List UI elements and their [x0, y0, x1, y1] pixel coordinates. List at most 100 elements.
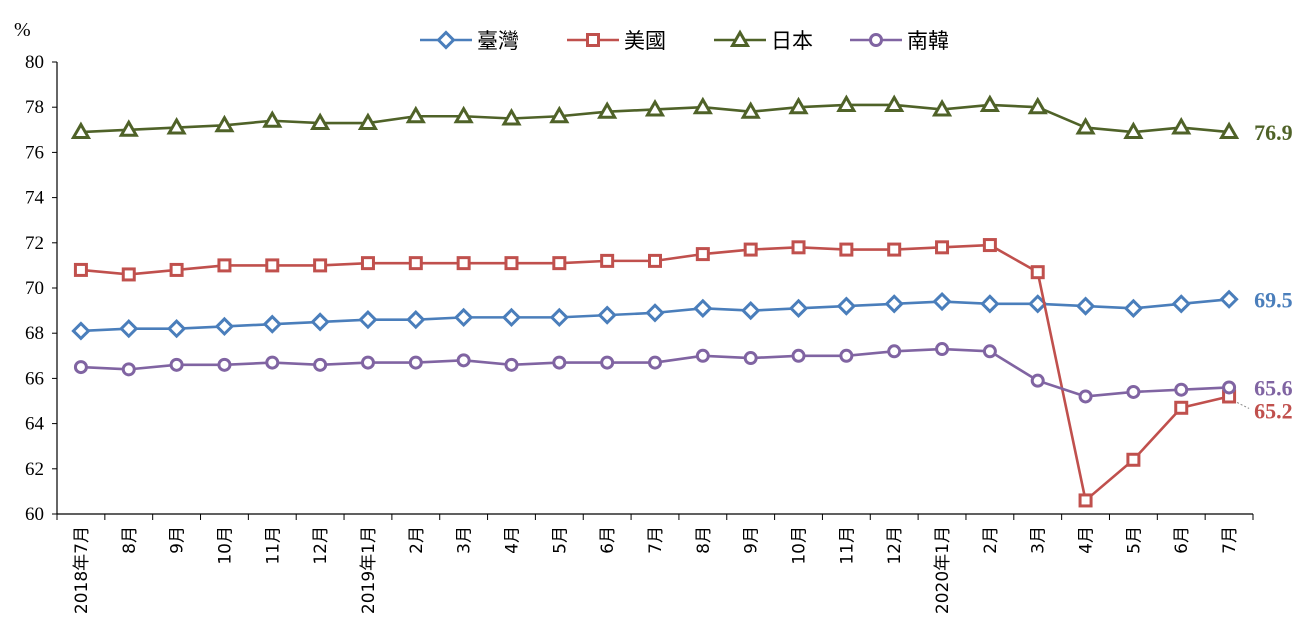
data-point [982, 238, 997, 253]
leader-line [1236, 402, 1250, 409]
x-tick-label: 2月 [407, 526, 427, 554]
data-point [121, 267, 136, 282]
legend-label: 美國 [624, 29, 666, 53]
y-tick-label: 72 [25, 233, 44, 254]
data-point [645, 303, 665, 323]
data-point [310, 112, 331, 131]
x-tick-label: 10月 [790, 526, 810, 565]
x-tick-label: 11月 [263, 526, 283, 565]
data-point [887, 344, 902, 359]
series-triangle [70, 94, 1240, 140]
x-tick-label: 2018年7月 [72, 526, 92, 614]
data-point [695, 247, 710, 262]
series-line [80, 243, 1230, 502]
legend: 臺灣 美國 日本 南韓 [420, 29, 949, 53]
data-point [166, 117, 187, 135]
data-point [600, 355, 615, 370]
data-point [597, 101, 618, 119]
data-point [166, 319, 187, 339]
data-point [169, 357, 184, 372]
data-point [214, 114, 235, 133]
legend-marker [729, 29, 751, 47]
data-point [836, 94, 857, 112]
x-tick-label: 12月 [885, 526, 905, 565]
data-point [740, 101, 761, 119]
x-tick-label: 3月 [455, 526, 475, 554]
y-unit-label: % [14, 19, 31, 41]
data-point [357, 112, 379, 131]
data-point [884, 294, 904, 314]
data-point [313, 258, 328, 273]
data-point [1030, 373, 1045, 388]
data-point [549, 105, 570, 124]
data-point [70, 121, 92, 140]
x-tick-label: 5月 [1124, 526, 1144, 554]
x-tick-label: 4月 [1077, 526, 1097, 554]
data-point [791, 240, 806, 255]
data-point [935, 240, 950, 255]
data-point [1222, 380, 1237, 395]
data-point [982, 344, 997, 359]
data-point [73, 360, 88, 375]
data-point [692, 96, 713, 115]
y-tick-label: 68 [25, 323, 44, 344]
data-point [1027, 96, 1048, 115]
data-point [504, 256, 519, 271]
data-point [358, 310, 378, 330]
data-point [980, 294, 1000, 314]
series-circle [73, 342, 1237, 404]
y-tick-label: 78 [25, 97, 44, 118]
series-group [70, 94, 1240, 508]
data-point [504, 357, 519, 372]
data-point [360, 355, 375, 370]
data-point [265, 355, 280, 370]
y-tick-label: 70 [25, 278, 44, 299]
data-point [1171, 294, 1191, 314]
data-point [408, 355, 423, 370]
data-point [360, 256, 375, 271]
data-point [1075, 296, 1096, 316]
x-tick-label: 8月 [694, 526, 714, 554]
data-point [887, 242, 902, 257]
data-point [839, 242, 854, 257]
x-tick-label: 2020年1月 [933, 526, 953, 614]
data-point [1078, 389, 1093, 404]
data-point [600, 253, 615, 268]
data-point [788, 96, 809, 115]
data-point [1075, 117, 1096, 135]
data-point [217, 357, 232, 372]
end-label: 65.6 [1254, 375, 1293, 400]
data-point [1219, 289, 1239, 309]
x-tick-label: 9月 [168, 526, 188, 554]
y-tick-label: 80 [25, 52, 44, 73]
end-label: 76.9 [1254, 120, 1293, 145]
data-point [408, 256, 423, 271]
y-tick-label: 60 [25, 504, 44, 525]
legend-marker [869, 33, 883, 47]
data-point [695, 348, 710, 363]
x-tick-label: 6月 [1172, 526, 1192, 554]
x-axis-ticks: 2018年7月 8月 9月 10月 11月 12月 2019年1月 2月 3月 4月 5月 6月 7月 8… [56, 514, 1254, 614]
data-point [313, 357, 328, 372]
y-tick-label: 62 [25, 459, 44, 480]
data-point [743, 242, 758, 257]
legend-label: 南韓 [907, 29, 949, 53]
data-point [121, 362, 136, 377]
data-point [788, 298, 809, 318]
data-point [456, 256, 471, 271]
end-label: 65.2 [1254, 398, 1293, 423]
data-point [501, 307, 522, 328]
data-point [931, 98, 953, 117]
data-point [1174, 382, 1189, 397]
x-tick-label: 6月 [598, 526, 618, 554]
legend-marker [586, 33, 600, 47]
x-tick-label: 2019年1月 [359, 526, 379, 614]
data-point [549, 307, 569, 328]
data-point [1126, 384, 1141, 399]
end-labels: 69.5 65.2 76.9 65.6 [1236, 120, 1293, 423]
data-point [406, 310, 426, 330]
x-tick-label: 4月 [502, 526, 522, 554]
data-point [741, 300, 761, 321]
data-point [262, 314, 282, 334]
data-point [552, 355, 567, 370]
